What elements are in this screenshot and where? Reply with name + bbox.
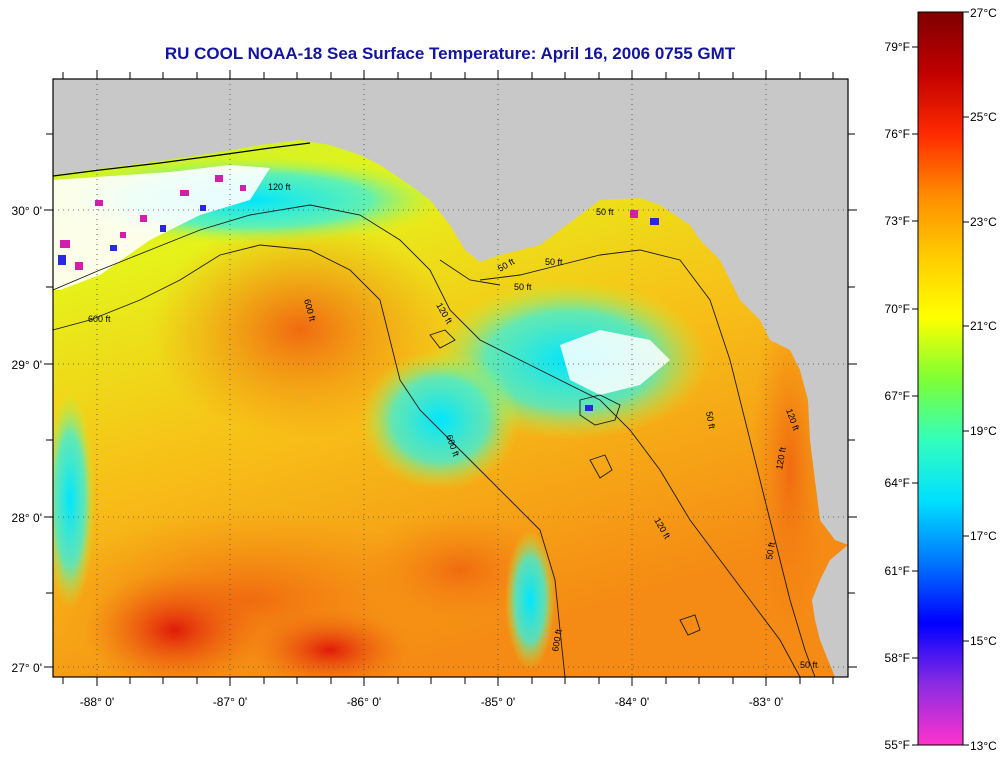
land-coast — [812, 545, 848, 677]
hot-patch — [250, 610, 410, 677]
contour-label: 120 ft — [268, 182, 291, 192]
contour-label: 50 ft — [800, 660, 818, 670]
latitude-labels: 30° 0' 29° 0' 28° 0' 27° 0' — [12, 204, 42, 675]
lon-label: -84° 0' — [615, 695, 649, 709]
contour-50ft — [439, 259, 501, 286]
contour-label: 50 ft — [596, 207, 614, 217]
lon-label: -86° 0' — [347, 695, 381, 709]
contour-label: 50 ft — [545, 257, 563, 267]
contour-label: 600 ft — [88, 314, 111, 324]
barrier-island — [53, 142, 311, 177]
contour-label: 120 ft — [774, 446, 788, 470]
lon-label: -83° 0' — [749, 695, 783, 709]
bathymetry-contours — [53, 204, 816, 677]
land-coast — [505, 79, 535, 92]
lat-label: 27° 0' — [12, 661, 42, 675]
contour-label: 50 ft — [764, 541, 777, 560]
contour-120ft — [53, 204, 801, 677]
land-coast — [53, 79, 848, 545]
contour-small — [579, 394, 621, 426]
frame-ticks — [44, 70, 857, 686]
lon-label: -87° 0' — [213, 695, 247, 709]
cool-plume — [53, 390, 95, 610]
contour-small — [429, 329, 456, 349]
contour-small — [679, 614, 701, 636]
contour-label: 50 ft — [514, 282, 532, 292]
contour-label: 50 ft — [704, 411, 717, 430]
cool-plume — [360, 350, 520, 490]
contour-label: 600 ft — [550, 628, 564, 652]
cloud-edge-speckle — [60, 175, 638, 270]
lat-label: 30° 0' — [12, 204, 42, 218]
map-frame — [52, 78, 849, 678]
lat-label: 29° 0' — [12, 358, 42, 372]
hot-patch — [85, 570, 265, 677]
longitude-labels: -88° 0' -87° 0' -86° 0' -85° 0' -84° 0' … — [80, 695, 783, 709]
contour-600ft — [53, 244, 566, 677]
map-title: RU COOL NOAA-18 Sea Surface Temperature:… — [164, 44, 736, 63]
lon-label: -88° 0' — [80, 695, 114, 709]
cloud-edge-speckle — [58, 205, 659, 411]
lon-label: -85° 0' — [481, 695, 515, 709]
contour-50ft — [479, 249, 816, 677]
lat-label: 28° 0' — [12, 511, 42, 525]
cool-plume — [505, 530, 555, 670]
cloud-area — [560, 330, 670, 395]
contour-small — [589, 454, 613, 479]
